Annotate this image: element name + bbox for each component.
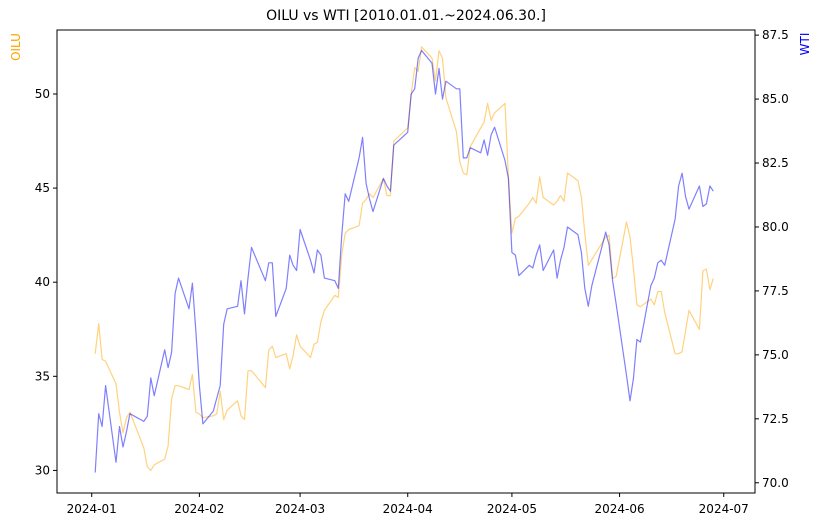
x-tick-label: 2024-01 xyxy=(67,502,117,516)
right-tick-label: 87.5 xyxy=(762,28,789,42)
right-tick-label: 80.0 xyxy=(762,220,789,234)
right-axis-label: WTI xyxy=(798,33,812,56)
left-tick-label: 30 xyxy=(35,463,50,477)
x-tick-label: 2024-04 xyxy=(383,502,433,516)
left-axis-label: OILU xyxy=(9,33,23,61)
left-tick-label: 40 xyxy=(35,275,50,289)
wti-series-line xyxy=(94,49,714,473)
x-tick-label: 2024-05 xyxy=(487,502,537,516)
right-tick-label: 85.0 xyxy=(762,92,789,106)
right-tick-label: 70.0 xyxy=(762,476,789,490)
right-tick-label: 82.5 xyxy=(762,156,789,170)
left-tick-label: 50 xyxy=(35,87,50,101)
chart-title: OILU vs WTI [2010.01.01.~2024.06.30.] xyxy=(266,8,546,24)
right-tick-label: 72.5 xyxy=(762,412,789,426)
plot-frame xyxy=(56,29,756,494)
right-tick-label: 77.5 xyxy=(762,284,789,298)
left-tick-label: 45 xyxy=(35,181,50,195)
x-tick-label: 2024-06 xyxy=(594,502,644,516)
oilu-series-line xyxy=(94,46,714,471)
x-tick-label: 2024-03 xyxy=(275,502,325,516)
x-tick-label: 2024-02 xyxy=(174,502,224,516)
right-tick-label: 75.0 xyxy=(762,348,789,362)
x-tick-label: 2024-07 xyxy=(699,502,749,516)
left-tick-label: 35 xyxy=(35,369,50,383)
axes-layer: 2024-01 2024-02 2024-03 2024-04 2024-05 2024-… xyxy=(35,28,789,516)
series-layer xyxy=(94,46,714,473)
